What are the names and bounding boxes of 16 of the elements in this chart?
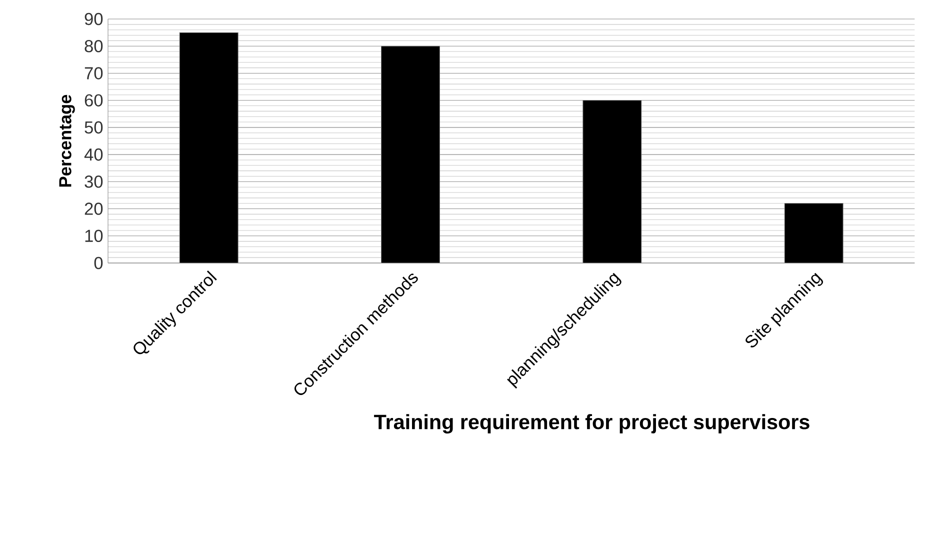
y-tick-label: 60 — [84, 94, 103, 106]
bar — [179, 32, 238, 263]
bar — [380, 46, 440, 263]
y-tick-label: 0 — [94, 256, 103, 270]
y-tick-label: 80 — [84, 40, 103, 52]
x-axis-title: Training requirement for project supervisors — [374, 414, 810, 434]
y-tick-label: 10 — [85, 230, 103, 242]
bar — [582, 100, 642, 263]
y-tick-label: 30 — [84, 176, 103, 188]
y-tick-label: 40 — [84, 148, 103, 161]
bar — [784, 203, 844, 263]
y-tick-label: 90 — [84, 12, 103, 26]
y-tick-label: 50 — [84, 121, 103, 134]
y-tick-label: 20 — [84, 202, 103, 215]
y-axis-title: Percentage — [59, 94, 75, 187]
y-tick-label: 70 — [84, 67, 103, 80]
